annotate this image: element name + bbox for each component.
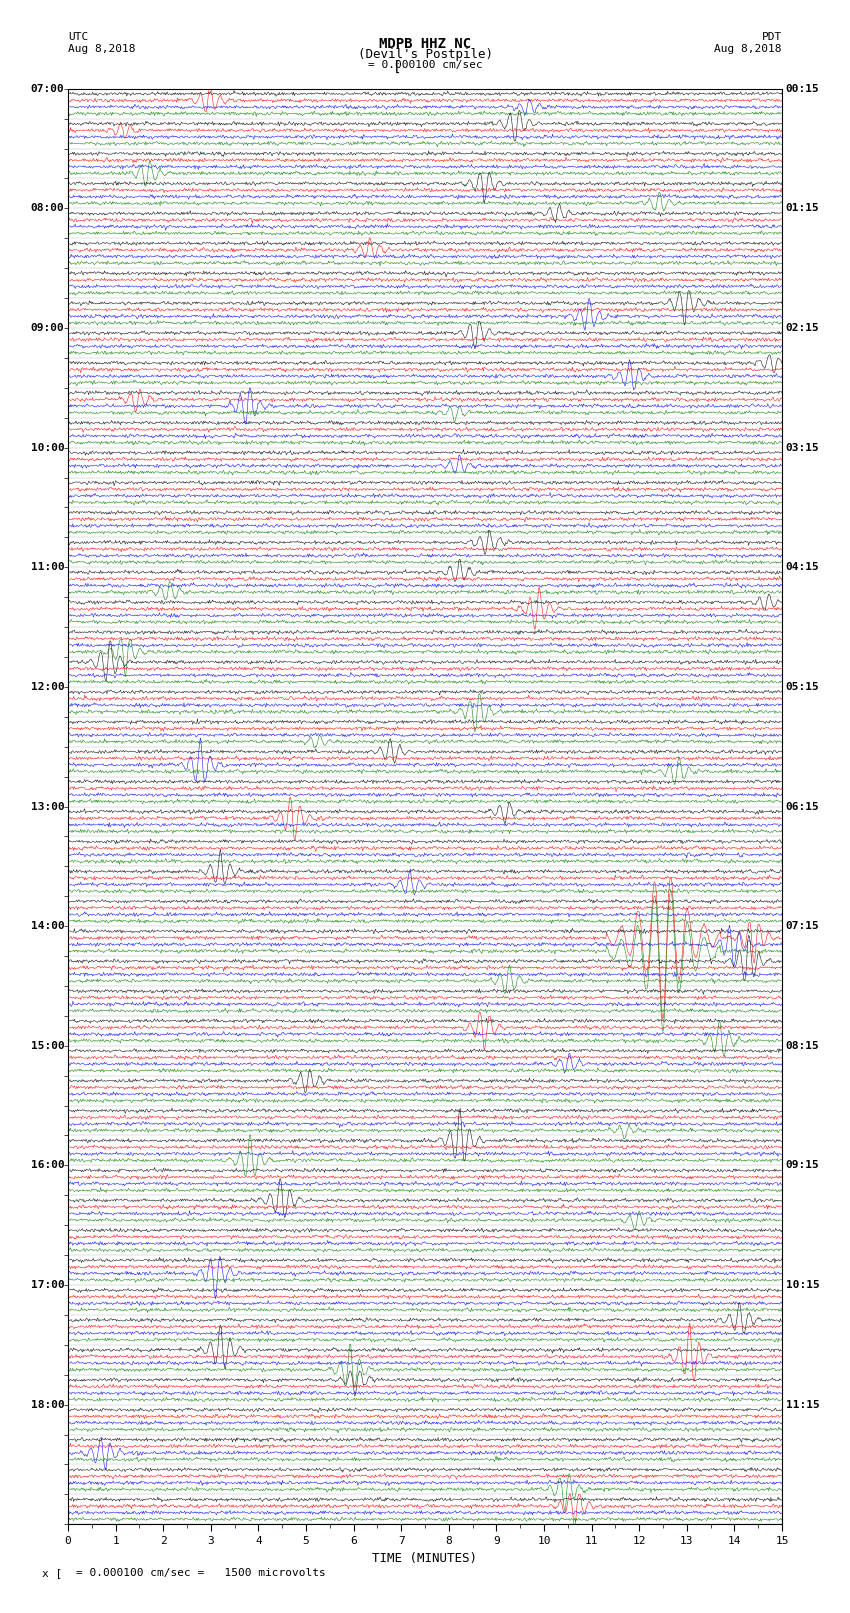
Text: 05:15: 05:15 <box>785 682 819 692</box>
Text: MDPB HHZ NC: MDPB HHZ NC <box>379 37 471 52</box>
Text: 16:00: 16:00 <box>31 1160 65 1171</box>
Text: 13:00: 13:00 <box>31 802 65 811</box>
Text: 10:00: 10:00 <box>31 442 65 453</box>
Text: 14:00: 14:00 <box>31 921 65 931</box>
X-axis label: TIME (MINUTES): TIME (MINUTES) <box>372 1552 478 1565</box>
Text: 15:00: 15:00 <box>31 1040 65 1050</box>
Text: x [: x [ <box>42 1568 63 1578</box>
Text: [: [ <box>393 60 401 74</box>
Text: 01:15: 01:15 <box>785 203 819 213</box>
Text: 02:15: 02:15 <box>785 323 819 332</box>
Text: 18:00: 18:00 <box>31 1400 65 1410</box>
Text: Aug 8,2018: Aug 8,2018 <box>715 44 782 53</box>
Text: 12:00: 12:00 <box>31 682 65 692</box>
Text: = 0.000100 cm/sec: = 0.000100 cm/sec <box>367 60 483 69</box>
Text: 11:00: 11:00 <box>31 563 65 573</box>
Text: 09:00: 09:00 <box>31 323 65 332</box>
Text: Aug 8,2018: Aug 8,2018 <box>68 44 135 53</box>
Text: 06:15: 06:15 <box>785 802 819 811</box>
Text: 08:00: 08:00 <box>31 203 65 213</box>
Text: 07:15: 07:15 <box>785 921 819 931</box>
Text: 11:15: 11:15 <box>785 1400 819 1410</box>
Text: 08:15: 08:15 <box>785 1040 819 1050</box>
Text: 00:15: 00:15 <box>785 84 819 94</box>
Text: UTC: UTC <box>68 32 88 42</box>
Text: 03:15: 03:15 <box>785 442 819 453</box>
Text: (Devil's Postpile): (Devil's Postpile) <box>358 48 492 61</box>
Text: 07:00: 07:00 <box>31 84 65 94</box>
Text: 09:15: 09:15 <box>785 1160 819 1171</box>
Text: 17:00: 17:00 <box>31 1281 65 1290</box>
Text: 04:15: 04:15 <box>785 563 819 573</box>
Text: 10:15: 10:15 <box>785 1281 819 1290</box>
Text: = 0.000100 cm/sec =   1500 microvolts: = 0.000100 cm/sec = 1500 microvolts <box>76 1568 326 1578</box>
Text: PDT: PDT <box>762 32 782 42</box>
